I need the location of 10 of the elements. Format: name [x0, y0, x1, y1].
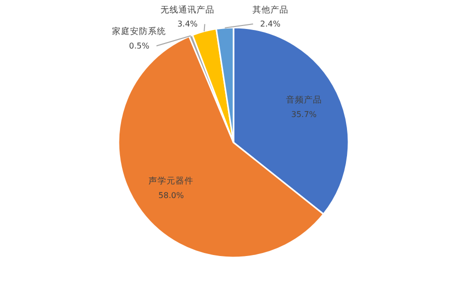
data-label: 0.5% — [129, 41, 150, 50]
slice-label: 声学元器件 — [148, 176, 194, 187]
data-label: 35.7% — [291, 110, 318, 119]
data-label: 58.0% — [158, 190, 184, 200]
data-label: 2.4% — [260, 20, 281, 29]
slice-label: 无线通讯产品 — [160, 4, 214, 16]
slice-label: 音频产品 — [286, 94, 322, 106]
slice-label: 其他产品 — [252, 4, 288, 16]
data-label: 3.4% — [177, 20, 198, 29]
slice-label: 家庭安防系统 — [112, 26, 166, 38]
